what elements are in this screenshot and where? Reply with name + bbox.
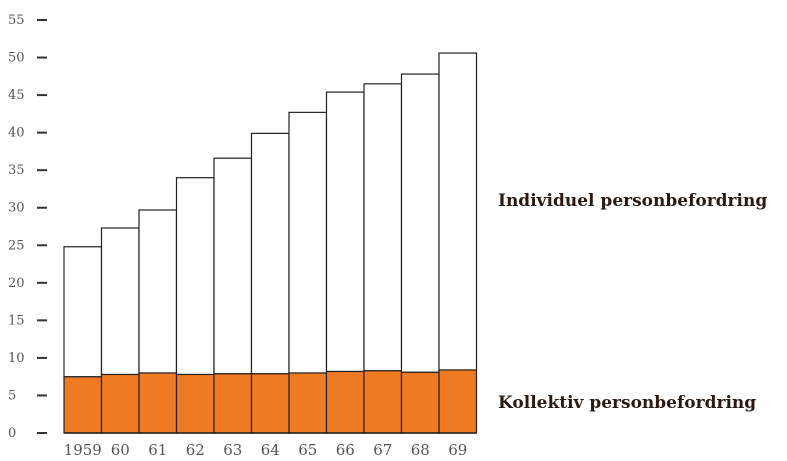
y-tick-label: 50: [8, 51, 25, 66]
y-tick-label: 25: [8, 238, 25, 253]
legend-kollektiv: Kollektiv personbefordring: [498, 393, 757, 413]
bar-segment-kollektiv: [250, 373, 290, 434]
bar-segment-individuel: [100, 227, 140, 376]
bar-segment-individuel: [400, 73, 440, 373]
x-tick-label: 1959: [64, 441, 102, 459]
bar-segment-individuel: [250, 132, 290, 375]
y-tick-label: 40: [8, 126, 25, 141]
bar-segment-kollektiv: [213, 373, 253, 434]
y-tick-label: 10: [8, 351, 25, 366]
bars: [63, 52, 478, 434]
bar-segment-kollektiv: [100, 373, 140, 434]
bar-segment-kollektiv: [325, 370, 365, 434]
bar-segment-kollektiv: [438, 369, 478, 434]
bar-segment-kollektiv: [400, 371, 440, 434]
y-tick-label: 55: [8, 13, 25, 28]
bar-segment-individuel: [175, 177, 215, 376]
bar-segment-individuel: [363, 83, 403, 372]
y-tick-label: 35: [8, 163, 25, 178]
y-axis: 0 5 10 15 20 25 30 35 40 45 50 55: [8, 13, 47, 441]
y-tick-label: 5: [8, 388, 16, 403]
legend-individuel: Individuel personbefordring: [498, 191, 768, 211]
x-tick-label: 68: [411, 441, 430, 459]
bar-segment-individuel: [438, 52, 478, 371]
x-tick-label: 62: [186, 441, 205, 459]
x-tick-label: 63: [223, 441, 242, 459]
bar-segment-kollektiv: [363, 370, 403, 434]
bar-segment-kollektiv: [288, 372, 328, 434]
y-tick-label: 30: [8, 201, 25, 216]
bar-segment-individuel: [288, 111, 328, 374]
bar-segment-individuel: [325, 91, 365, 373]
bar-segment-individuel: [63, 246, 103, 378]
x-tick-label: 66: [336, 441, 355, 459]
x-tick-label: 64: [261, 441, 280, 459]
bar-segment-individuel: [138, 209, 178, 374]
bar-segment-kollektiv: [63, 376, 103, 434]
x-tick-label: 67: [373, 441, 392, 459]
bar-segment-kollektiv: [175, 373, 215, 434]
x-tick-label: 65: [298, 441, 317, 459]
x-tick-label: 61: [148, 441, 167, 459]
x-axis: 1959 60 61 62 63 64 65 66 67 68 69: [64, 432, 477, 459]
y-tick-label: 0: [8, 426, 16, 441]
x-tick-label: 60: [111, 441, 130, 459]
y-tick-label: 20: [8, 276, 25, 291]
bar-segment-kollektiv: [138, 372, 178, 434]
x-tick-label: 69: [448, 441, 467, 459]
bar-segment-individuel: [213, 157, 253, 375]
y-tick-label: 45: [8, 88, 25, 103]
y-tick-label: 15: [8, 313, 25, 328]
